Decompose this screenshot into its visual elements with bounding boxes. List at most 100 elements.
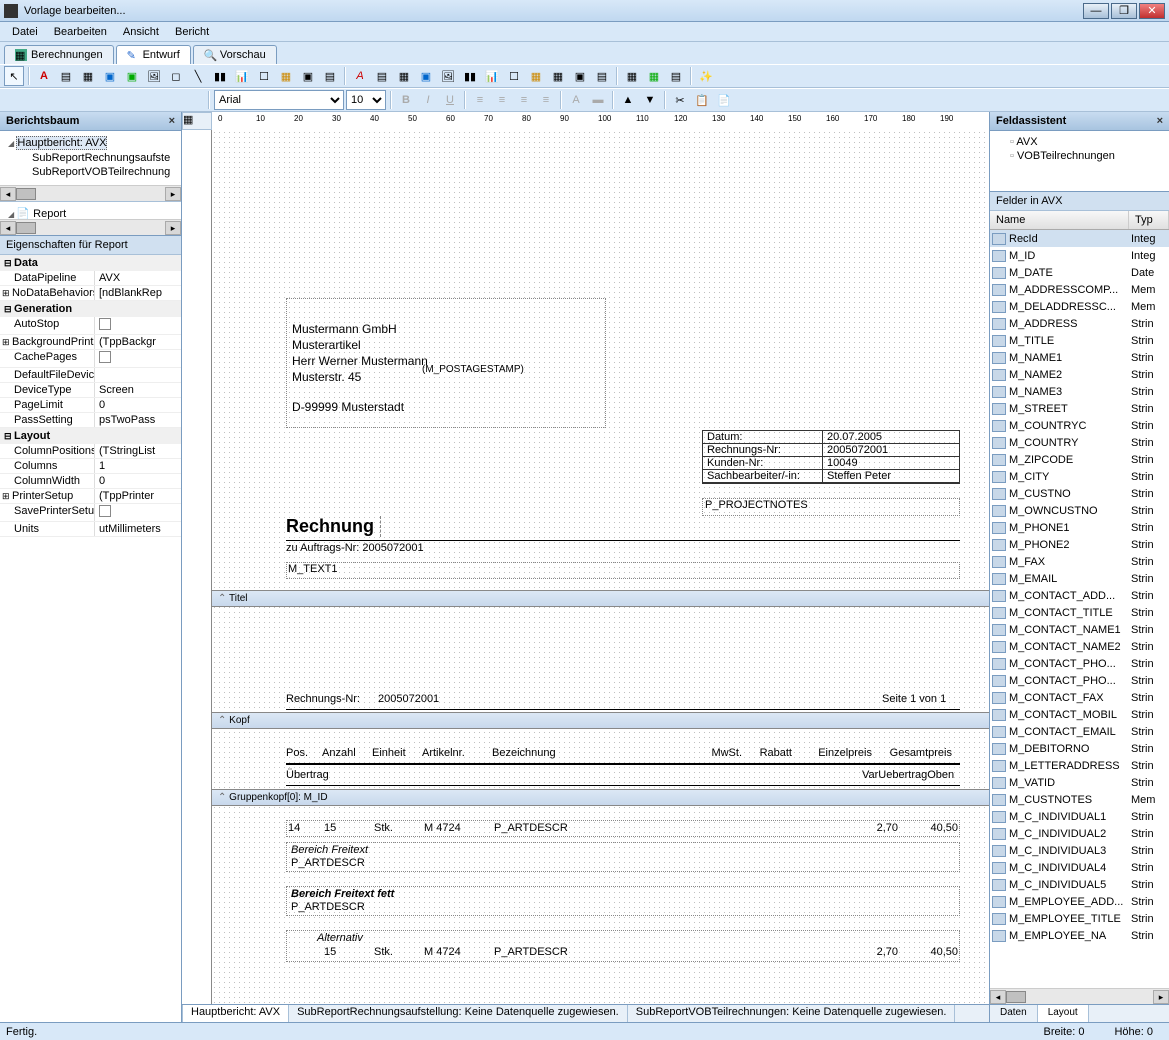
datasource-tree[interactable]: AVX VOBTeilrechnungen bbox=[990, 131, 1169, 191]
align-center-button[interactable]: ≡ bbox=[492, 90, 512, 110]
alternativ-region[interactable]: Alternativ 15 Stk. M 4724 P_ARTDESCR 2,7… bbox=[286, 930, 960, 962]
field-row[interactable]: M_CONTACT_TITLEStrin bbox=[990, 604, 1169, 621]
align-justify-button[interactable]: ≡ bbox=[536, 90, 556, 110]
info-table-row[interactable]: Rechnungs-Nr:2005072001 bbox=[703, 444, 959, 457]
info-table-row[interactable]: Sachbearbeiter/-in:Steffen Peter bbox=[703, 470, 959, 483]
dblabel-tool[interactable]: A bbox=[350, 66, 370, 86]
field-row[interactable]: M_IDInteg bbox=[990, 247, 1169, 264]
field-row[interactable]: M_TITLEStrin bbox=[990, 332, 1169, 349]
title-rechnung[interactable]: Rechnung bbox=[286, 516, 381, 537]
ruler-tool[interactable]: ▤ bbox=[666, 66, 686, 86]
maximize-button[interactable]: ❐ bbox=[1111, 3, 1137, 19]
header-line[interactable] bbox=[286, 709, 960, 710]
prop-row[interactable]: DefaultFileDeviceT bbox=[0, 368, 181, 383]
menu-bericht[interactable]: Bericht bbox=[167, 24, 217, 40]
bring-front-button[interactable]: ▲ bbox=[618, 90, 638, 110]
dbrichtext-tool[interactable]: ▦ bbox=[394, 66, 414, 86]
field-row[interactable]: M_VATIDStrin bbox=[990, 774, 1169, 791]
field-row[interactable]: M_ADDRESSStrin bbox=[990, 315, 1169, 332]
info-table-row[interactable]: Kunden-Nr:10049 bbox=[703, 457, 959, 470]
chart-tool[interactable]: 📊 bbox=[232, 66, 252, 86]
info-table[interactable]: Datum:20.07.2005Rechnungs-Nr:2005072001K… bbox=[702, 430, 960, 484]
report-tree[interactable]: Hauptbericht: AVX SubReportRechnungsaufs… bbox=[0, 131, 181, 185]
fieldlist-hscroll[interactable]: ◂▸ bbox=[990, 988, 1169, 1004]
font-color-button[interactable]: A bbox=[566, 90, 586, 110]
field-row[interactable]: M_ADDRESSCOMP...Mem bbox=[990, 281, 1169, 298]
memo-tool[interactable]: ▤ bbox=[56, 66, 76, 86]
prop-row[interactable]: DataPipelineAVX bbox=[0, 271, 181, 286]
header-page[interactable]: Seite 1 von 1 bbox=[882, 693, 946, 705]
dbbarcode-tool[interactable]: ▮▮ bbox=[460, 66, 480, 86]
field-row[interactable]: M_CONTACT_FAXStrin bbox=[990, 689, 1169, 706]
band-kopf[interactable]: Kopf bbox=[212, 712, 989, 729]
font-size-select[interactable]: 10 bbox=[346, 90, 386, 110]
label-tool[interactable]: A bbox=[34, 66, 54, 86]
field-row[interactable]: M_CONTACT_EMAILStrin bbox=[990, 723, 1169, 740]
field-row[interactable]: M_C_INDIVIDUAL1Strin bbox=[990, 808, 1169, 825]
prop-category[interactable]: Data bbox=[0, 255, 181, 271]
align-left-button[interactable]: ≡ bbox=[470, 90, 490, 110]
projectnotes-field[interactable]: P_PROJECTNOTES bbox=[702, 498, 960, 516]
tab-daten[interactable]: Daten bbox=[990, 1005, 1038, 1022]
field-row[interactable]: M_NAME3Strin bbox=[990, 383, 1169, 400]
header-rnr-label[interactable]: Rechnungs-Nr: bbox=[286, 693, 360, 705]
prop-row[interactable]: ColumnWidth0 bbox=[0, 474, 181, 489]
band-titel[interactable]: Titel bbox=[212, 590, 989, 607]
tab-vorschau[interactable]: 🔍Vorschau bbox=[193, 45, 277, 64]
design-canvas[interactable]: Mustermann GmbH Musterartikel Herr Werne… bbox=[212, 130, 989, 1004]
tool-27[interactable]: ▣ bbox=[570, 66, 590, 86]
prop-row[interactable]: UnitsutMillimeters bbox=[0, 522, 181, 537]
prop-row[interactable]: DeviceTypeScreen bbox=[0, 383, 181, 398]
band-group[interactable]: Gruppenkopf[0]: M_ID bbox=[212, 789, 989, 806]
dbcalc-tool[interactable]: ▣ bbox=[416, 66, 436, 86]
header-rnr-val[interactable]: 2005072001 bbox=[378, 693, 439, 705]
crosstab-tool[interactable]: ▦ bbox=[548, 66, 568, 86]
field-row[interactable]: M_DEBITORNOStrin bbox=[990, 740, 1169, 757]
prop-row[interactable]: SavePrinterSetup bbox=[0, 504, 181, 522]
image-tool[interactable]: 🖼 bbox=[144, 66, 164, 86]
prop-row[interactable]: BackgroundPrintSe(TppBackgr bbox=[0, 335, 181, 350]
freitext1-region[interactable]: Bereich Freitext P_ARTDESCR bbox=[286, 842, 960, 872]
subreport-tool[interactable]: ▣ bbox=[298, 66, 318, 86]
ubertrag-line[interactable] bbox=[286, 785, 960, 786]
line-tool[interactable]: ╲ bbox=[188, 66, 208, 86]
bottom-tab-sub1[interactable]: SubReportRechnungsaufstellung: Keine Dat… bbox=[289, 1005, 628, 1022]
subtitle[interactable]: zu Auftrags-Nr: 2005072001 bbox=[286, 542, 424, 554]
prop-row[interactable]: PrinterSetup(TppPrinter bbox=[0, 489, 181, 504]
field-row[interactable]: M_COUNTRYStrin bbox=[990, 434, 1169, 451]
cut-button[interactable]: ✂ bbox=[670, 90, 690, 110]
bold-button[interactable]: B bbox=[396, 90, 416, 110]
field-row[interactable]: M_CONTACT_PHO...Strin bbox=[990, 655, 1169, 672]
field-row[interactable]: M_PHONE1Strin bbox=[990, 519, 1169, 536]
field-row[interactable]: M_DELADDRESSC...Mem bbox=[990, 298, 1169, 315]
field-row[interactable]: M_EMPLOYEE_TITLEStrin bbox=[990, 910, 1169, 927]
field-row[interactable]: M_CITYStrin bbox=[990, 468, 1169, 485]
report-node-tree[interactable]: 📄 Report bbox=[0, 201, 181, 219]
prop-row[interactable]: PageLimit0 bbox=[0, 398, 181, 413]
tree-item[interactable]: SubReportRechnungsaufste bbox=[4, 151, 177, 165]
mtext-field[interactable]: M_TEXT1 bbox=[286, 562, 960, 579]
prop-row[interactable]: CachePages bbox=[0, 350, 181, 368]
tool-28[interactable]: ▤ bbox=[592, 66, 612, 86]
paste-button[interactable]: 📄 bbox=[714, 90, 734, 110]
field-row[interactable]: M_NAME2Strin bbox=[990, 366, 1169, 383]
report-node[interactable]: 📄 Report bbox=[4, 206, 177, 219]
field-row[interactable]: M_ZIPCODEStrin bbox=[990, 451, 1169, 468]
minimize-button[interactable]: — bbox=[1083, 3, 1109, 19]
title-underline[interactable] bbox=[286, 540, 960, 541]
field-row[interactable]: M_CONTACT_NAME1Strin bbox=[990, 621, 1169, 638]
prop-category[interactable]: Generation bbox=[0, 301, 181, 317]
field-row[interactable]: M_C_INDIVIDUAL4Strin bbox=[990, 859, 1169, 876]
tree-hscroll[interactable]: ◂▸ bbox=[0, 185, 181, 201]
send-back-button[interactable]: ▼ bbox=[640, 90, 660, 110]
field-row[interactable]: M_C_INDIVIDUAL2Strin bbox=[990, 825, 1169, 842]
prop-row[interactable]: Columns1 bbox=[0, 459, 181, 474]
tab-entwurf[interactable]: ✎Entwurf bbox=[116, 45, 191, 64]
field-row[interactable]: M_LETTERADDRESSStrin bbox=[990, 757, 1169, 774]
field-row[interactable]: M_DATEDate bbox=[990, 264, 1169, 281]
field-row[interactable]: M_CUSTNOStrin bbox=[990, 485, 1169, 502]
menu-ansicht[interactable]: Ansicht bbox=[115, 24, 167, 40]
dbchart-tool[interactable]: 📊 bbox=[482, 66, 502, 86]
prop-row[interactable]: NoDataBehaviors[ndBlankRep bbox=[0, 286, 181, 301]
field-row[interactable]: M_PHONE2Strin bbox=[990, 536, 1169, 553]
